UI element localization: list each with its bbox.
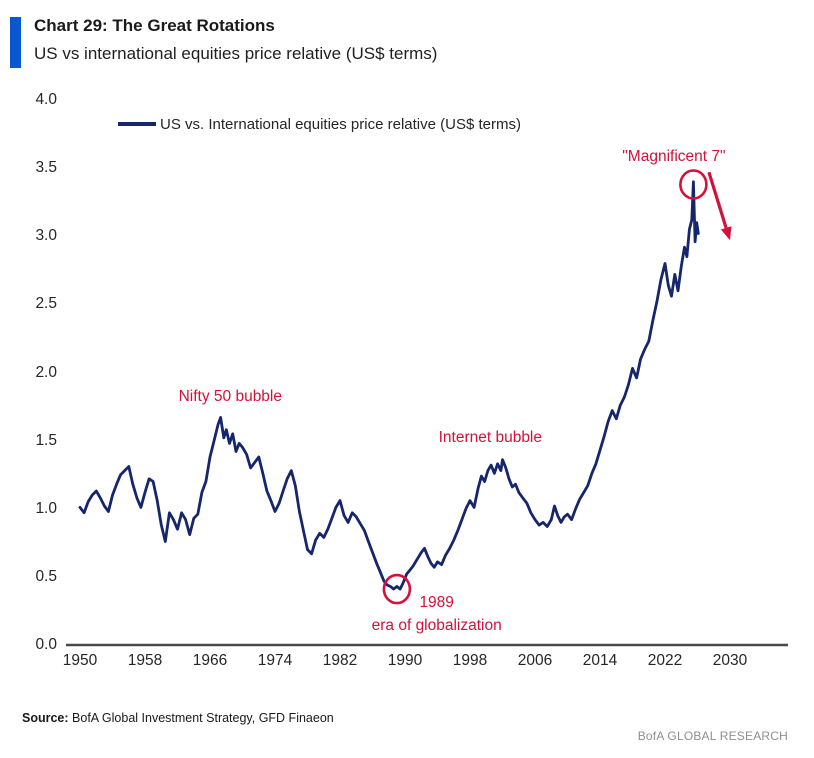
series-line: [78, 180, 700, 591]
brand-note: BofA GLOBAL RESEARCH: [637, 729, 788, 743]
annotation-1989-year: 1989: [419, 593, 454, 611]
trend-arrow: [707, 171, 728, 229]
x-tick-label: 1982: [322, 652, 358, 669]
source-label: Source:: [22, 711, 69, 725]
y-tick-label: 0.0: [35, 636, 57, 653]
highlight-circle-1989: [382, 573, 412, 605]
chart-title: Chart 29: The Great Rotations: [34, 16, 275, 35]
annotation-1989-caption: era of globalization: [371, 616, 502, 634]
x-tick-label: 2030: [712, 652, 748, 669]
x-tick-label: 1950: [62, 652, 98, 669]
annotation-magnificent7: "Magnificent 7": [622, 148, 726, 166]
source-text: BofA Global Investment Strategy, GFD Fin…: [72, 711, 334, 725]
y-tick-label: 4.0: [35, 91, 57, 108]
x-tick-label: 1998: [452, 652, 488, 669]
source-note: Source: BofA Global Investment Strategy,…: [22, 711, 334, 725]
x-tick-label: 2006: [517, 652, 553, 669]
y-tick-label: 1.0: [35, 499, 57, 517]
x-tick-label: 1990: [387, 652, 423, 669]
x-tick-label: 2022: [647, 652, 683, 669]
trend-arrowhead: [720, 226, 732, 241]
annotation-internet-bubble: Internet bubble: [438, 428, 543, 446]
highlight-circle-mag7: [679, 169, 708, 200]
y-tick-label: 1.5: [35, 431, 57, 449]
legend-line-swatch: [118, 122, 156, 126]
legend: US vs. International equities price rela…: [118, 114, 521, 134]
x-tick-label: 1958: [127, 652, 163, 669]
title-accent-bar: [10, 17, 21, 68]
x-tick-label: 1966: [192, 652, 228, 669]
x-tick-label: 1974: [257, 652, 293, 669]
chart-subtitle: US vs international equities price relat…: [34, 44, 438, 63]
legend-label: US vs. International equities price rela…: [160, 115, 521, 133]
y-tick-label: 2.0: [35, 363, 57, 381]
y-tick-label: 3.0: [35, 227, 57, 245]
annotation-nifty50: Nifty 50 bubble: [178, 388, 282, 405]
annotation-1989-globalization: 1989 era of globalization: [372, 591, 502, 637]
y-tick-label: 0.5: [35, 567, 57, 585]
y-tick-label: 3.5: [35, 159, 57, 177]
x-tick-label: 2014: [582, 652, 618, 669]
y-tick-label: 2.5: [35, 295, 57, 313]
